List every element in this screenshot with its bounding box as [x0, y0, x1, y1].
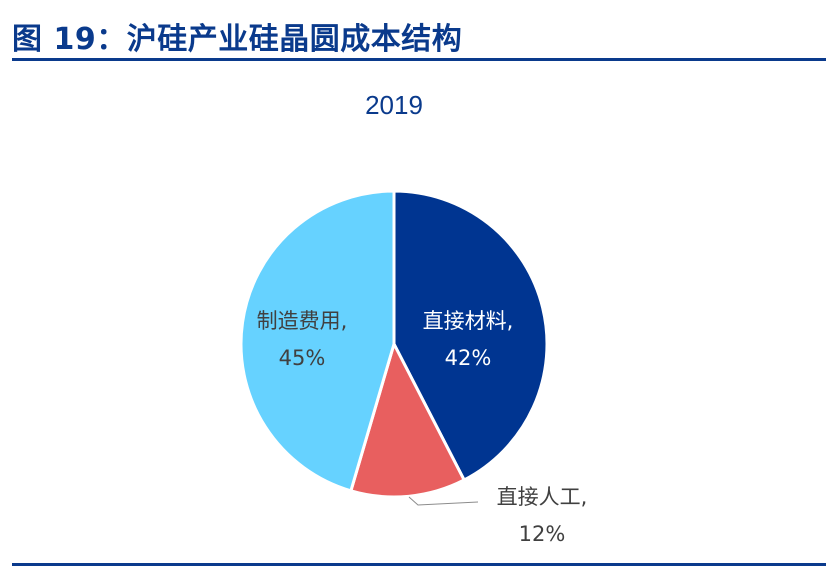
chart-title: 2019: [365, 90, 423, 120]
pie-slice: [349, 342, 466, 499]
pie-slice: [392, 189, 549, 482]
slice-label: 制造费用,: [257, 309, 348, 333]
slice-label: 直接人工,: [497, 485, 588, 509]
slice-label: 直接材料,: [423, 309, 514, 333]
figure-title: 图 19：沪硅产业硅晶圆成本结构: [12, 22, 463, 57]
leader-line: [408, 496, 479, 506]
top-divider: [12, 58, 826, 61]
bottom-divider: [12, 563, 826, 566]
slice-value-label: 45%: [279, 346, 326, 370]
slice-value-label: 12%: [519, 522, 566, 546]
pie-slice: [239, 189, 396, 493]
slice-value-label: 42%: [445, 346, 492, 370]
